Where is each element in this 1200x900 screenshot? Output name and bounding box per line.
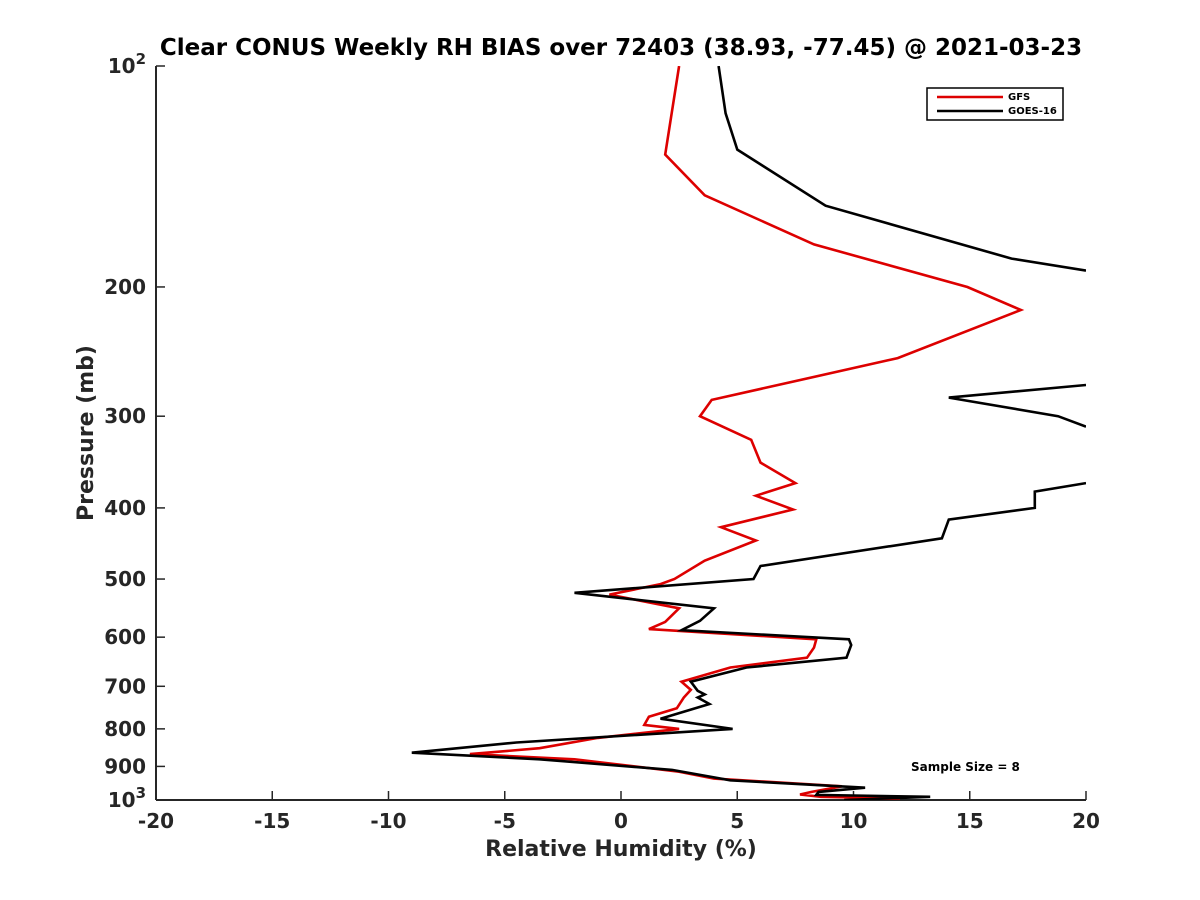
y-tick-label: 400	[104, 496, 146, 520]
plot-area	[155, 66, 1086, 801]
x-tick-label: -15	[254, 809, 290, 833]
x-tick-label: -20	[138, 809, 174, 833]
y-tick-label: 102	[108, 50, 146, 78]
x-ticks: -20 -15 -10 -5 0 5 10 15 20	[138, 791, 1100, 833]
x-tick-label: -10	[370, 809, 406, 833]
y-axis-title: Pressure (mb)	[74, 345, 99, 521]
legend-label-gfs: GFS	[1008, 92, 1030, 103]
series-layer	[411, 66, 1086, 800]
x-tick-label: -5	[494, 809, 516, 833]
series-line-goes16	[411, 481, 1086, 800]
series-line-gfs	[469, 66, 1025, 800]
chart-title: Clear CONUS Weekly RH BIAS over 72403 (3…	[160, 35, 1082, 61]
legend: GFS GOES-16	[926, 87, 1064, 121]
sample-size-annotation: Sample Size = 8	[911, 760, 1020, 774]
x-axis-title: Relative Humidity (%)	[485, 837, 757, 862]
legend-box	[926, 87, 1064, 121]
y-tick-label: 600	[104, 625, 146, 649]
series-line-goes16	[717, 66, 1086, 272]
y-tick-label: 200	[104, 275, 146, 299]
y-ticks: 102 200 300 400 500 600 700 800 900 103	[104, 50, 165, 812]
x-tick-label: 5	[730, 809, 744, 833]
y-tick-label: 900	[104, 754, 146, 778]
y-tick-label: 103	[108, 784, 146, 812]
x-tick-label: 15	[956, 809, 984, 833]
y-tick-label: 700	[104, 674, 146, 698]
y-tick-label: 800	[104, 717, 146, 741]
x-tick-label: 0	[614, 809, 628, 833]
legend-label-goes16: GOES-16	[1008, 106, 1057, 117]
y-tick-label: 300	[104, 404, 146, 428]
x-tick-label: 10	[840, 809, 868, 833]
x-tick-label: 20	[1072, 809, 1100, 833]
y-tick-label: 500	[104, 567, 146, 591]
series-line-goes16	[948, 383, 1086, 428]
